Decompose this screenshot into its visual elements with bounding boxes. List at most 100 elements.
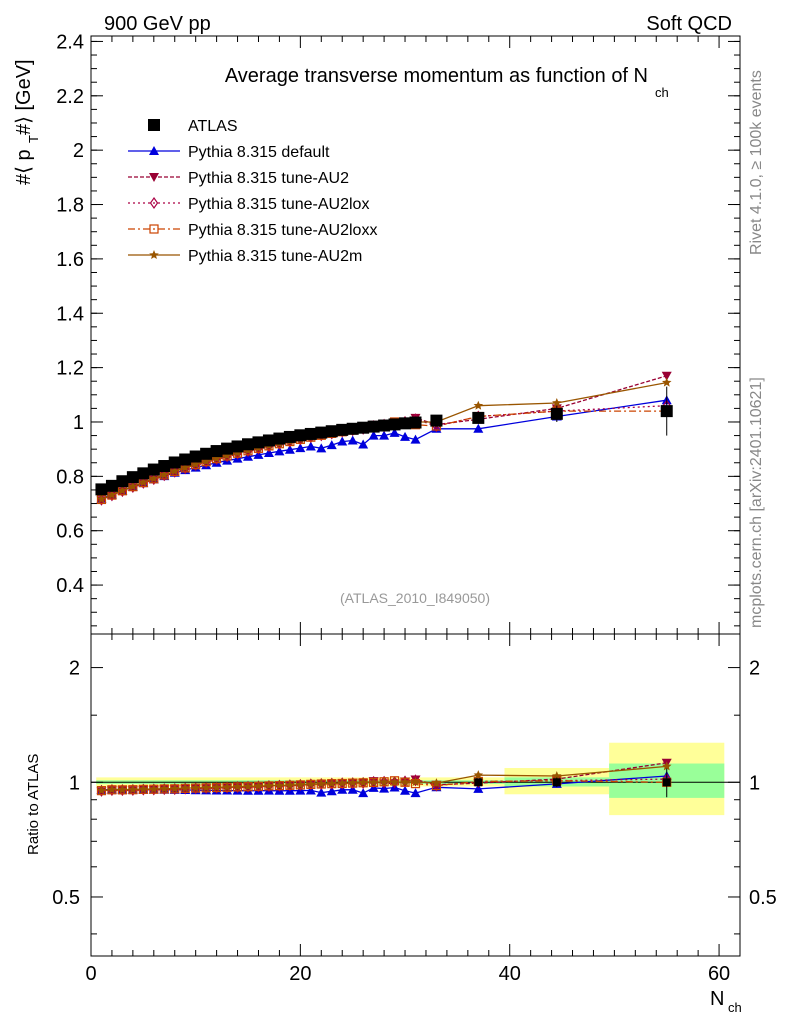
data-point-atlas: [550, 407, 563, 420]
data-point-atlas: [336, 423, 349, 436]
ratio-point-pythia-8-315-tune-au2m: [295, 779, 306, 789]
y-axis-label-main: #⟨ p: [13, 149, 35, 185]
data-point-pythia-8-315-tune-au2m: [96, 494, 107, 504]
data-point-atlas: [399, 417, 412, 430]
data-point-atlas: [179, 453, 192, 466]
y-tick-label: 1.2: [56, 358, 84, 380]
ratio-point-pythia-8-315-tune-au2m: [358, 777, 368, 787]
ratio-point-pythia-8-315-tune-au2m: [170, 783, 180, 793]
ratio-point-pythia-8-315-tune-au2m: [379, 777, 389, 787]
legend-marker: [149, 250, 159, 259]
ratio-point-pythia-8-315-tune-au2m: [264, 780, 274, 790]
ratio-point-pythia-8-315-tune-au2m: [232, 781, 243, 791]
ratio-point-pythia-8-315-tune-au2m: [473, 770, 484, 780]
data-point-atlas: [147, 463, 160, 476]
series-line-pythia-8-315-default: [101, 399, 667, 500]
ratio-point-pythia-8-315-tune-au2m: [552, 771, 562, 780]
data-point-atlas: [262, 434, 275, 447]
y-tick-label: 1.8: [56, 195, 84, 217]
series-layer: [95, 371, 673, 798]
data-point-atlas: [158, 460, 171, 473]
ratio-point-pythia-8-315-tune-au2m: [243, 781, 253, 791]
axes: 0.4 0.6 0.8 1 1.2 1.4 1.6 1.8 2 2.2 2.4 0 20 40 60 0.5 0…: [52, 31, 777, 985]
ratio-point-pythia-8-315-default: [400, 785, 411, 795]
ratio-point-pythia-8-315-tune-au2m: [138, 784, 149, 794]
data-point-pythia-8-315-tune-au2m: [190, 459, 201, 469]
legend-label: Pythia 8.315 tune-AU2: [188, 170, 349, 187]
header-left-label: 900 GeV pp: [104, 13, 211, 35]
data-point-pythia-8-315-tune-au2m: [473, 400, 484, 410]
data-point-pythia-8-315-default: [473, 423, 484, 433]
ratio-plot-frame: [90, 633, 741, 957]
ratio-point-pythia-8-315-tune-au2m: [327, 778, 337, 788]
ratio-point-pythia-8-315-tune-au2m: [222, 782, 232, 792]
y-tick-label: 1: [73, 412, 84, 434]
ratio-point-pythia-8-315-tune-au2m: [316, 778, 326, 788]
data-point-pythia-8-315-tune-au2m: [552, 398, 562, 407]
data-point-pythia-8-315-default: [400, 431, 411, 441]
ratio-point-atlas: [552, 778, 561, 787]
ratio-point-pythia-8-315-tune-au2m: [400, 777, 410, 787]
ratio-tick-label: 2: [69, 658, 80, 680]
ratio-point-pythia-8-315-tune-au2lox: [411, 774, 420, 787]
ratio-point-pythia-8-315-tune-au2m: [201, 782, 211, 792]
data-point-pythia-8-315-default: [274, 446, 285, 456]
legend-marker: [149, 173, 159, 182]
data-point-pythia-8-315-default: [337, 436, 348, 446]
legend-entry: Pythia 8.315 tune-AU2loxx: [128, 222, 377, 239]
data-point-atlas: [168, 456, 181, 469]
ratio-point-pythia-8-315-tune-au2m: [431, 778, 442, 788]
data-point-atlas: [294, 429, 307, 442]
ratio-point-pythia-8-315-tune-au2m: [253, 781, 264, 791]
data-point-atlas: [231, 440, 244, 453]
mcplots-label: mcplots.cern.ch [arXiv:2401.10621]: [748, 377, 765, 628]
y-tick-label: 2.2: [56, 86, 84, 108]
y-tick-label: 1.6: [56, 249, 84, 271]
ratio-point-pythia-8-315-tune-au2m: [337, 778, 347, 788]
ratio-point-pythia-8-315-tune-au2m: [149, 784, 159, 794]
ratio-point-pythia-8-315-tune-au2m: [306, 779, 316, 789]
data-point-atlas: [388, 418, 401, 431]
data-point-pythia-8-315-tune-au2m: [159, 469, 169, 479]
data-point-atlas: [367, 420, 380, 433]
x-tick-label: 60: [708, 963, 730, 985]
data-point-atlas: [252, 436, 265, 449]
ratio-point-pythia-8-315-default: [316, 787, 327, 797]
data-point-atlas: [357, 421, 370, 434]
ratio-point-pythia-8-315-tune-au2m: [389, 777, 400, 787]
data-point-pythia-8-315-tune-au2: [661, 371, 672, 381]
ratio-point-pythia-8-315-tune-au2m: [180, 783, 190, 793]
data-point-pythia-8-315-default: [358, 439, 369, 449]
y-tick-label: 0.4: [56, 575, 84, 597]
ratio-point-pythia-8-315-tune-au2m: [96, 785, 107, 795]
data-point-atlas: [137, 467, 150, 480]
ratio-point-atlas: [474, 778, 483, 787]
analysis-tag: (ATLAS_2010_I849050): [340, 590, 490, 606]
data-point-atlas: [221, 442, 234, 455]
data-point-atlas: [116, 475, 129, 488]
y-tick-label: 0.6: [56, 521, 84, 543]
data-point-pythia-8-315-tune-au2m: [138, 477, 149, 487]
data-point-atlas: [304, 427, 317, 440]
ratio-point-pythia-8-315-tune-au2m: [274, 780, 285, 790]
data-point-pythia-8-315-default: [316, 443, 327, 453]
data-point-pythia-8-315-tune-au2m: [117, 485, 128, 495]
ratio-point-atlas: [662, 778, 671, 787]
ratio-point-pythia-8-315-tune-au2lox: [379, 775, 389, 788]
legend-entry: Pythia 8.315 default: [128, 144, 330, 161]
data-point-pythia-8-315-default: [263, 447, 274, 457]
legend-label: Pythia 8.315 tune-AU2lox: [188, 196, 369, 213]
ratio-point-pythia-8-315-default: [326, 786, 337, 796]
legend-marker: [149, 146, 159, 155]
data-point-atlas: [105, 479, 118, 492]
data-point-atlas: [283, 430, 296, 443]
y-axis-label-rest: #⟩ [GeV]: [13, 59, 35, 135]
series-0: [95, 386, 673, 798]
legend-marker: [149, 196, 159, 210]
ratio-point-pythia-8-315-tune-au2m: [190, 782, 201, 792]
data-point-pythia-8-315-default: [368, 430, 379, 440]
data-point-pythia-8-315-default: [410, 434, 421, 444]
data-point-atlas: [430, 414, 443, 427]
data-point-pythia-8-315-tune-au2m: [222, 450, 232, 460]
